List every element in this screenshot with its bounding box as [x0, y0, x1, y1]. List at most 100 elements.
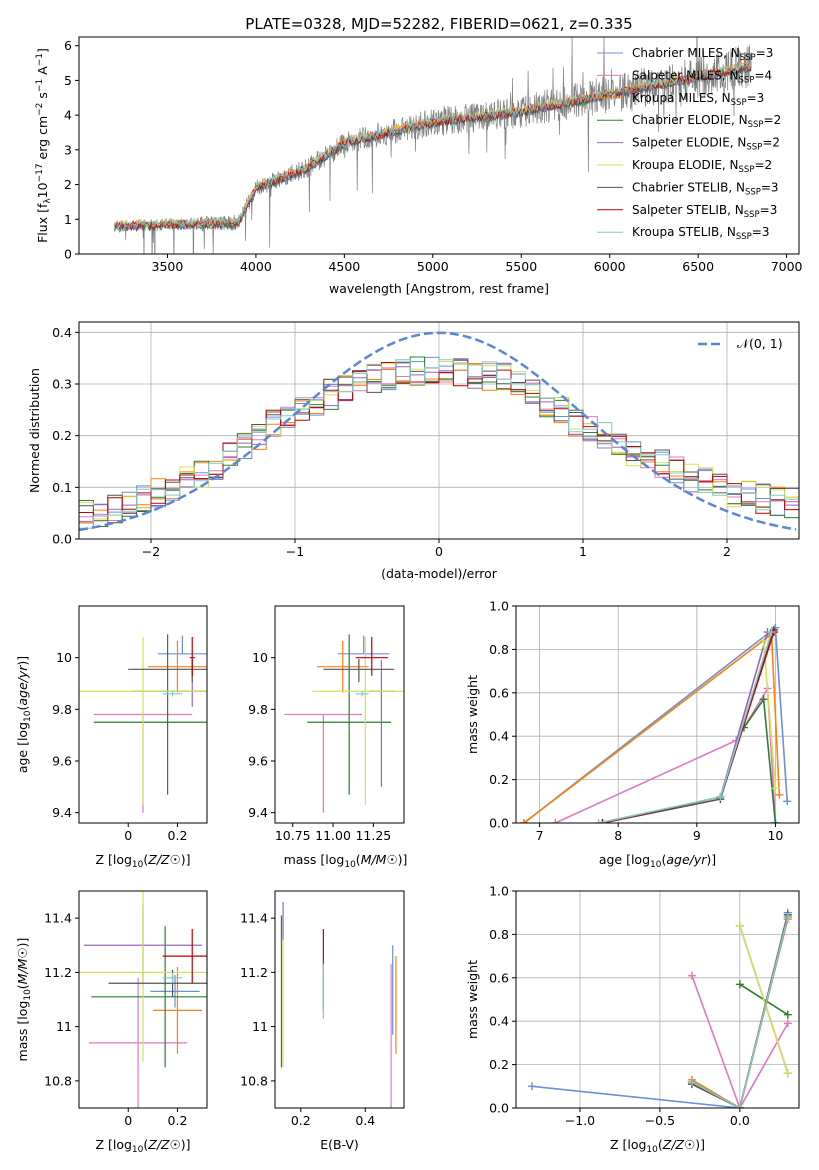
label-part: ☉)] — [170, 852, 191, 867]
legend-gaussian: 𝒩(0, 1) — [698, 336, 783, 351]
label-part: −2 — [35, 103, 45, 116]
label-part: −17 — [35, 163, 45, 182]
label-part: λ — [43, 198, 53, 204]
series-marker — [735, 921, 744, 930]
legend-name: Salpeter ELODIE, N — [632, 136, 746, 150]
x-tick-label: 8 — [614, 828, 622, 843]
y-tick-label: 0.6 — [489, 970, 509, 985]
legend-name: Salpeter MILES, N — [632, 68, 739, 82]
series-marker — [735, 980, 744, 989]
label-part: −1 — [35, 53, 45, 66]
label-part: Z/Z — [662, 1137, 685, 1152]
plot-area — [280, 901, 397, 1108]
histogram-salpeter_stelib — [79, 362, 799, 517]
ticks: 0 0.2 10.8 11 11.2 11.4 — [44, 911, 187, 1128]
label-part: )] — [15, 656, 30, 666]
y-tick-label: 0.2 — [52, 428, 72, 443]
y-axis-label: mass weight — [465, 675, 480, 754]
y-tick-label: 0.2 — [489, 1057, 509, 1072]
point-salpeter_miles — [88, 977, 188, 1108]
series-marker — [771, 784, 780, 793]
label-part: M/M — [361, 852, 387, 867]
series-marker — [759, 636, 768, 645]
point-kroupa_stelib — [355, 691, 369, 697]
series-marker — [519, 819, 528, 823]
label-part: Z [log — [610, 1137, 646, 1152]
point-kroupa_stelib — [162, 972, 183, 984]
y-axis-label: Flux [fλ10−17 erg cm−2 s−1 A−1] — [35, 48, 53, 243]
y-tick-label: 11 — [56, 1019, 72, 1034]
label-part: Z [log — [95, 852, 131, 867]
y-tick-label: 0.0 — [52, 532, 72, 547]
x-axis-label: wavelength [Angstrom, rest frame] — [329, 281, 549, 296]
series-marker — [767, 628, 776, 637]
label-part: Z [log — [95, 1137, 131, 1152]
label-part: age/yr — [666, 852, 707, 867]
x-tick-label: 3500 — [152, 259, 184, 274]
x-tick-label: 6000 — [594, 259, 626, 274]
y-tick-label: 0.3 — [52, 377, 72, 392]
ticks: 7 8 9 10 0.0 0.2 0.4 0.6 0.8 1.0 — [489, 599, 783, 844]
y-tick-label: 9.8 — [248, 702, 268, 717]
histogram-kroupa_stelib — [79, 359, 799, 529]
legend-subscript: SSP — [745, 187, 761, 197]
label-subscript: 10 — [132, 860, 144, 870]
axes-frame — [274, 890, 405, 1109]
model-spectrum-salpeter_stelib — [114, 62, 752, 231]
y-tick-label: 10.8 — [44, 1073, 72, 1088]
y-tick-label: 5 — [64, 73, 72, 88]
series-marker — [687, 971, 696, 980]
y-tick-label: 0.4 — [52, 325, 72, 340]
point-kroupa_miles — [152, 966, 203, 1054]
x-tick-label: 0.0 — [730, 1113, 750, 1128]
point-kroupa_stelib — [162, 691, 183, 697]
y-tick-label: 11.4 — [44, 911, 72, 926]
y-tick-label: 9.8 — [52, 702, 72, 717]
legend-subscript: SSP — [744, 210, 760, 220]
legend-n: =3 — [761, 180, 779, 194]
point-kroupa_miles — [147, 640, 207, 693]
legend-n: =3 — [752, 225, 770, 239]
x-tick-label: 1 — [579, 544, 587, 559]
label-part: Z/Z — [147, 1137, 170, 1152]
series-kroupa_stelib — [687, 913, 792, 1108]
legend-n: =3 — [760, 203, 778, 217]
series-marker — [687, 1077, 696, 1086]
legend-name: Kroupa STELIB, N — [632, 225, 736, 239]
y-axis-label: mass [log10(M/M☉)] — [15, 938, 33, 1062]
series-marker — [735, 1104, 744, 1108]
series-marker — [771, 819, 780, 823]
label-part: 10 — [35, 182, 50, 198]
x-tick-label: 4000 — [240, 259, 272, 274]
point-salpeter_stelib — [355, 637, 388, 676]
legend-n: =3 — [747, 91, 765, 105]
y-tick-label: 0 — [64, 247, 72, 262]
ticks: 0.2 0.4 10.8 11 11.2 11.4 — [240, 911, 375, 1128]
legend-subscript: SSP — [748, 120, 764, 130]
plot-area — [284, 634, 404, 813]
label-part: Z/Z — [147, 852, 170, 867]
plot-area — [527, 908, 792, 1108]
label-part: ] — [35, 48, 50, 53]
label-part: ( — [661, 852, 666, 867]
y-tick-label: 2 — [64, 177, 72, 192]
label-part: mass [log — [15, 1001, 30, 1062]
series-line — [554, 685, 777, 823]
x-tick-label: 4500 — [328, 259, 360, 274]
series-marker — [783, 1019, 792, 1028]
x-tick-label: 7 — [536, 828, 544, 843]
legend-name: Chabrier STELIB, N — [632, 180, 745, 194]
series-kroupa_stelib — [594, 628, 776, 823]
y-tick-label: 11.4 — [240, 911, 268, 926]
axes-frame — [78, 605, 208, 824]
label-part: s — [35, 92, 50, 103]
series-line — [762, 640, 777, 789]
x-tick-label: 0.2 — [168, 1113, 188, 1128]
y-tick-label: 10 — [252, 650, 268, 665]
x-tick-label: 0.4 — [355, 1113, 375, 1128]
label-part: Flux [f — [35, 203, 50, 243]
x-axis-label: Z [log10(Z/Z☉)] — [95, 852, 190, 870]
x-tick-label: 5500 — [505, 259, 537, 274]
